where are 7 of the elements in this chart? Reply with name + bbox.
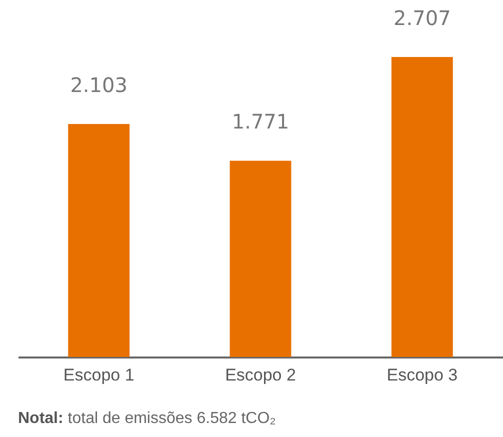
- data-label: 1.771: [232, 110, 290, 134]
- x-tick-label: Escopo 3: [386, 366, 458, 384]
- x-tick-label: Escopo 2: [225, 366, 296, 384]
- data-label: 2.707: [394, 6, 451, 30]
- data-label: 2.103: [70, 72, 128, 97]
- x-tick-label: Escopo 1: [63, 366, 134, 384]
- text: Notal: total de emissões 6.582 tCO₂: [18, 410, 276, 428]
